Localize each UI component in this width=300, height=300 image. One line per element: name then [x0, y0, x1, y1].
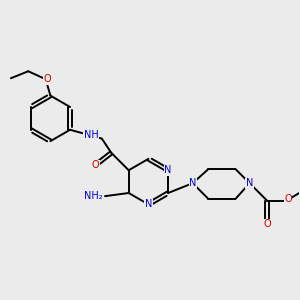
Text: N: N	[246, 178, 253, 188]
Text: O: O	[92, 160, 99, 170]
Text: O: O	[44, 74, 51, 84]
Text: O: O	[263, 219, 271, 229]
Text: N: N	[145, 200, 152, 209]
Text: NH₂: NH₂	[84, 191, 103, 201]
Text: O: O	[284, 194, 292, 204]
Text: N: N	[189, 178, 196, 188]
Text: N: N	[164, 165, 172, 175]
Text: NH: NH	[84, 130, 99, 140]
